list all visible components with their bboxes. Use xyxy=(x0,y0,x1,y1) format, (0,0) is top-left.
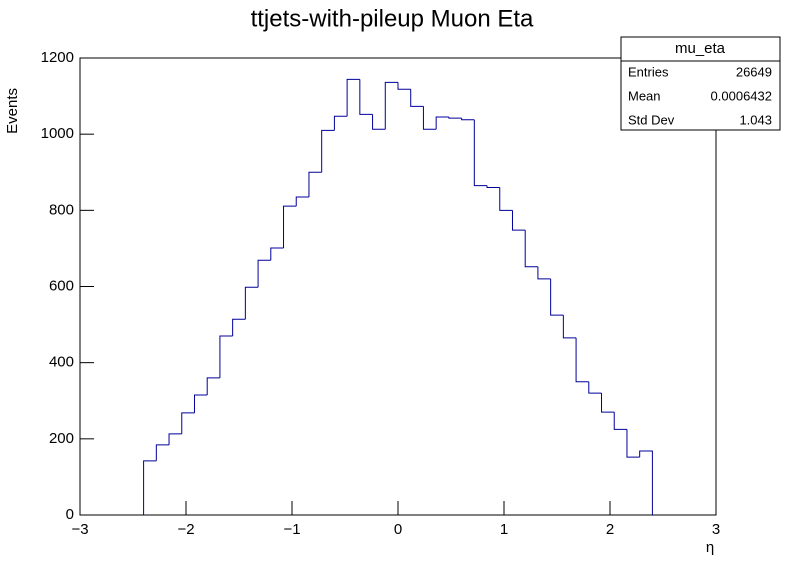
stats-frame xyxy=(620,36,781,131)
histogram-bin xyxy=(613,412,627,430)
histogram-bin xyxy=(384,81,398,130)
histogram-bin xyxy=(206,377,220,396)
x-tick-label: 0 xyxy=(394,521,402,538)
stats-key: Entries xyxy=(628,64,669,79)
x-tick-label: 1 xyxy=(500,521,508,538)
histogram-bin xyxy=(486,185,500,188)
histogram-bin xyxy=(499,187,513,211)
x-axis-label: η xyxy=(706,539,714,556)
histogram-bin xyxy=(461,118,475,121)
histogram-bin xyxy=(435,116,449,130)
x-tick-label: 2 xyxy=(606,521,614,538)
y-axis-label: Events xyxy=(4,88,21,134)
histogram-bin xyxy=(155,444,170,461)
y-tick-label: 0 xyxy=(66,506,74,523)
histogram-bin xyxy=(524,230,538,268)
histogram-bin xyxy=(346,78,360,117)
histogram-bin xyxy=(308,171,322,198)
stats-box: mu_eta xyxy=(620,36,781,131)
stats-title: mu_eta xyxy=(675,40,726,57)
histogram-bin xyxy=(562,315,577,339)
stats-value: 26649 xyxy=(736,64,772,79)
x-tick-label: −2 xyxy=(177,521,194,538)
histogram-bin xyxy=(372,114,386,130)
stats-key: Std Dev xyxy=(628,112,675,127)
histogram-bin xyxy=(550,278,564,316)
histogram-bin xyxy=(143,460,157,515)
y-tick-label: 800 xyxy=(49,201,74,218)
histogram-bin xyxy=(283,205,297,249)
histogram-bin xyxy=(537,266,551,280)
y-tick-label: 200 xyxy=(49,430,74,447)
stats-value: 1.043 xyxy=(739,112,772,127)
histogram-bin xyxy=(270,247,284,261)
x-tick-label: −3 xyxy=(71,521,88,538)
x-tick-label: −1 xyxy=(283,521,300,538)
histogram-bin xyxy=(601,393,615,413)
histogram-bin xyxy=(295,196,309,207)
histogram-bin xyxy=(193,394,208,413)
stats-key: Mean xyxy=(628,88,661,103)
histogram-bin xyxy=(244,286,259,320)
histogram-bin xyxy=(397,82,411,90)
histogram-bin xyxy=(448,117,462,119)
chart-title: ttjets-with-pileup Muon Eta xyxy=(251,5,534,32)
y-tick-label: 400 xyxy=(49,354,74,371)
histogram-bin xyxy=(257,259,271,288)
histogram-bin xyxy=(321,129,335,173)
histogram-bin xyxy=(219,335,233,378)
histogram-bin xyxy=(588,381,602,394)
stats-value: 0.0006432 xyxy=(711,88,772,103)
histogram-bin xyxy=(575,337,589,383)
y-tick-label: 1200 xyxy=(41,49,74,66)
histogram-bin xyxy=(511,210,526,231)
histogram-bin xyxy=(626,429,640,458)
histogram-bin xyxy=(168,433,182,445)
y-tick-label: 600 xyxy=(49,277,74,294)
histogram-bin xyxy=(333,115,348,131)
histogram-bin xyxy=(473,119,488,187)
histogram-bin xyxy=(359,79,373,115)
histogram-bin xyxy=(232,318,246,337)
histogram-bin xyxy=(181,412,195,434)
histogram-bin xyxy=(410,89,424,107)
histogram-bin xyxy=(639,450,653,515)
y-tick-label: 1000 xyxy=(41,125,74,142)
histogram-bin xyxy=(422,106,437,130)
x-tick-label: 3 xyxy=(712,521,720,538)
